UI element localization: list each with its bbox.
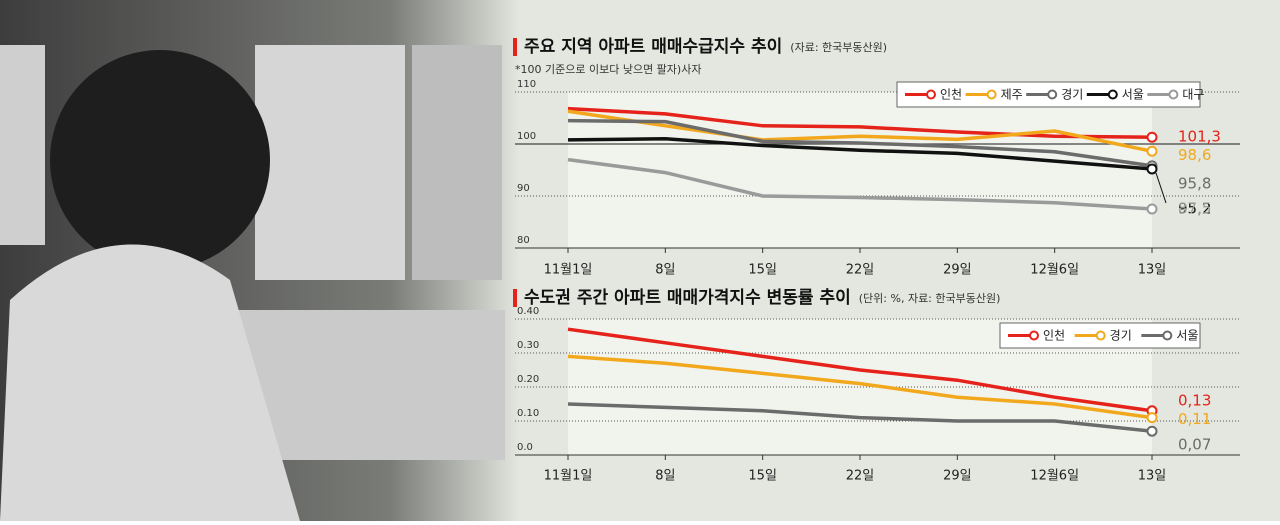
title-marker	[513, 289, 517, 307]
y-tick-label: 80	[517, 235, 530, 246]
x-tick-label: 11월1일	[544, 263, 593, 278]
legend-marker	[986, 89, 997, 100]
x-tick-label: 29일	[943, 469, 972, 484]
legend-marker	[1168, 89, 1179, 100]
value-label: 98,6	[1178, 146, 1211, 164]
legend-label: 인천	[1043, 328, 1065, 343]
photo-sign	[0, 45, 45, 245]
legend-label: 경기	[1110, 329, 1132, 343]
x-tick-label: 22일	[846, 263, 875, 278]
photo-person-body	[0, 244, 300, 521]
legend-label: 대구	[1182, 88, 1204, 102]
y-tick-label: 0.20	[517, 374, 539, 385]
legend-label: 경기	[1061, 88, 1083, 102]
x-tick-label: 15일	[748, 263, 777, 278]
chart-title: 수도권 주간 아파트 매매가격지수 변동률 추이	[524, 288, 851, 308]
series-line	[567, 106, 1153, 139]
y-tick-label: 0.0	[517, 442, 533, 453]
x-tick-label: 29일	[943, 263, 972, 278]
x-tick-label: 8일	[655, 263, 675, 278]
series-line	[567, 109, 1153, 153]
value-label: 101,3	[1178, 128, 1221, 146]
title-marker	[513, 38, 517, 56]
value-label: 0,07	[1178, 436, 1211, 454]
chart-source: (단위: %, 자료: 한국부동산원)	[859, 292, 1001, 305]
series-line	[567, 118, 1153, 168]
y-tick-label: 0.10	[517, 408, 539, 419]
legend-marker	[1047, 89, 1058, 100]
legend-marker	[1095, 330, 1106, 341]
point-marker	[1146, 131, 1158, 143]
y-tick-label: 0.40	[517, 306, 539, 317]
value-label: 87,5	[1178, 200, 1211, 218]
point-marker	[1146, 425, 1158, 437]
point-marker	[1146, 163, 1158, 175]
legend-marker	[1162, 330, 1173, 341]
charts: 주요 지역 아파트 매매수급지수 추이 (자료: 한국부동산원) *100 기준으로…	[513, 37, 1240, 484]
y-tick-label: 110	[517, 79, 536, 90]
y-tick-label: 90	[517, 183, 530, 194]
legend-label: 인천	[940, 87, 962, 102]
photo-sign	[412, 45, 502, 280]
legend-marker	[1107, 89, 1118, 100]
x-tick-label: 13일	[1138, 469, 1167, 484]
series-line	[567, 327, 1153, 413]
point-marker	[1146, 412, 1158, 424]
value-label: 0,11	[1178, 410, 1211, 428]
y-tick-label: 100	[517, 131, 536, 142]
chart-title: 주요 지역 아파트 매매수급지수 추이	[524, 37, 782, 57]
x-tick-label: 8일	[655, 469, 675, 484]
point-marker	[1146, 145, 1158, 157]
value-label: 95,8	[1178, 174, 1211, 192]
series-line	[567, 402, 1153, 433]
legend-marker	[926, 89, 936, 100]
x-tick-label: 11월1일	[544, 469, 593, 484]
x-tick-label: 12월6일	[1030, 263, 1079, 278]
x-tick-label: 22일	[846, 469, 875, 484]
x-tick-label: 15일	[748, 469, 777, 484]
legend-label: 제주	[1001, 88, 1023, 102]
label-leader	[1155, 172, 1167, 204]
point-marker	[1146, 203, 1158, 215]
x-tick-label: 13일	[1138, 263, 1167, 278]
series-line	[567, 157, 1153, 211]
photo-sign	[255, 45, 405, 280]
y-tick-label: 0.30	[517, 340, 539, 351]
chart-source: (자료: 한국부동산원)	[790, 41, 887, 54]
legend-label: 서울	[1122, 88, 1144, 102]
photo-banner	[235, 310, 505, 460]
value-label: 95,2	[1178, 199, 1211, 217]
series-line	[567, 354, 1153, 420]
legend-marker	[1029, 330, 1039, 341]
plot-area	[568, 92, 1152, 248]
series-line	[567, 137, 1153, 171]
value-label: 0,13	[1178, 391, 1211, 409]
x-tick-label: 12월6일	[1030, 469, 1079, 484]
legend: 인천 경기 서울	[999, 322, 1201, 349]
chart-subtitle: *100 기준으로 이보다 낮으면 팔자)사자	[515, 63, 701, 76]
legend: 인천 제주 경기 서울 대구	[896, 81, 1204, 108]
photo-person-head	[50, 50, 270, 270]
legend-label: 서울	[1176, 329, 1198, 343]
